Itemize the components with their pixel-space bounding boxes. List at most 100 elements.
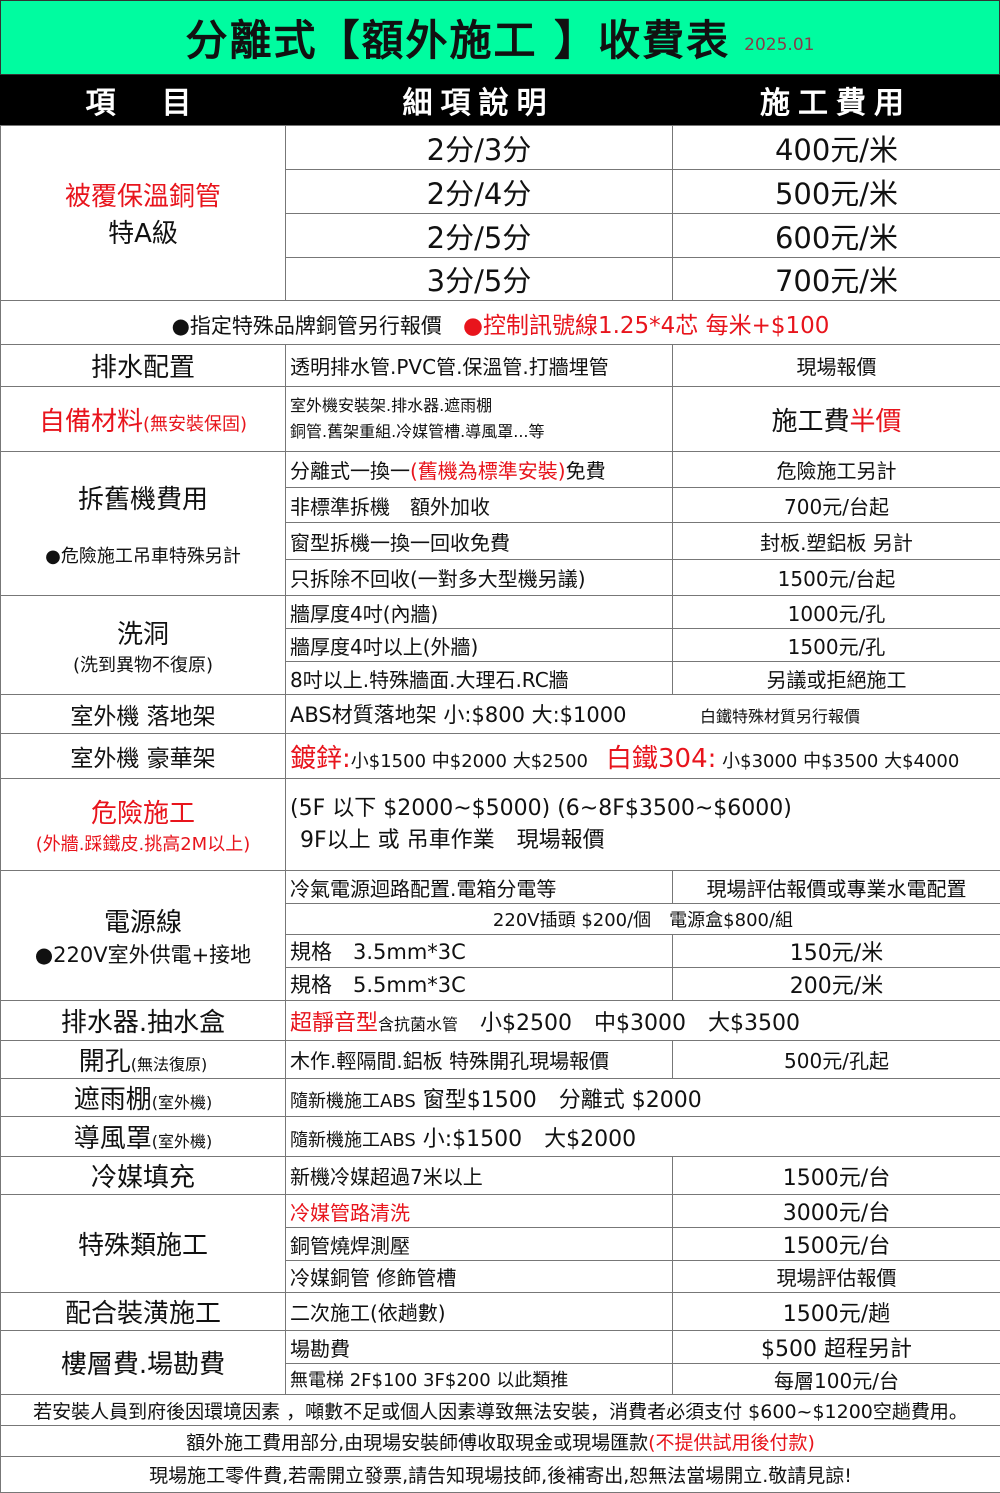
- price: 3000元/台: [673, 1195, 1000, 1228]
- table-row: 遮雨棚(室外機) 隨新機施工ABS 窗型$1500 分離式 $2000: [1, 1079, 1000, 1117]
- note-signal-wire: ●控制訊號線1.25*4芯 每米+$100: [463, 313, 830, 339]
- item-sub: ●220V室外供電+接地: [5, 939, 281, 969]
- detail: 含抗菌水管: [378, 1015, 458, 1034]
- item-name: 遮雨棚: [74, 1085, 152, 1115]
- item-sub: (外牆.踩鐵皮.挑高2M以上): [5, 830, 281, 856]
- detail: 8吋以上.特殊牆面.大理石.RC牆: [286, 662, 673, 695]
- detail: 牆厚度4吋(內牆): [286, 596, 673, 629]
- table-row: 電源線●220V室外供電+接地 冷氣電源迴路配置.電箱分電等現場評估報價或專業水…: [1, 871, 1000, 904]
- item-name: 電源線: [5, 902, 281, 939]
- detail: 2分/3分: [286, 126, 673, 170]
- price: 500元/米: [673, 170, 1000, 214]
- detail: 3分/5分: [286, 258, 673, 301]
- detail: 場勘費: [286, 1331, 673, 1364]
- item-name: 自備材料: [39, 407, 143, 437]
- title-bar: 分離式【額外施工 】收費表 2025.01: [0, 0, 1000, 75]
- price: 另議或拒絕施工: [673, 662, 1000, 695]
- item-name: 配合裝潢施工: [1, 1293, 286, 1331]
- item-sub: (無法復原): [131, 1055, 208, 1074]
- item-name: 室外機 落地架: [1, 695, 286, 734]
- detail: 220V插頭 $200/個 電源盒$800/組: [286, 904, 1000, 935]
- item-name: 室外機 豪華架: [1, 734, 286, 779]
- detail: 無電梯 2F$100 3F$200 以此類推: [286, 1364, 673, 1395]
- item-name: 導風罩: [74, 1124, 152, 1154]
- detail-red: 白鐵304:: [606, 744, 716, 774]
- detail: 窗型拆機一換一回收免費: [286, 523, 673, 560]
- footer-note: 現場施工零件費,若需開立發票,請告知現場技師,後補寄出,恕無法當場開立.敬請見諒…: [1, 1457, 1000, 1493]
- detail: 小$1500 中$2000 大$2500: [351, 751, 588, 772]
- detail: 小$2500 中$3000 大$3500: [458, 1011, 800, 1036]
- item-sub: (洗到異物不復原): [5, 651, 281, 677]
- price: 施工費: [771, 407, 849, 437]
- price: 1500元/台: [673, 1157, 1000, 1195]
- table-row: 自備材料(無安裝保固) 室外機安裝架.排水器.遮雨棚銅管.舊架重組.冷媒管槽.導…: [1, 387, 1000, 452]
- price: 現場評估報價: [673, 1261, 1000, 1293]
- item-name: 排水器.抽水盒: [1, 1001, 286, 1041]
- price: 白鐵特殊材質另行報價: [700, 707, 860, 726]
- detail-line: 9F以上 或 吊車作業 現場報價: [290, 825, 996, 857]
- item-name: 危險施工: [5, 793, 281, 830]
- detail: 牆厚度4吋以上(外牆): [286, 629, 673, 662]
- item-sub: 特A級: [5, 213, 281, 250]
- detail: 木作.輕隔間.鋁板 特殊開孔現場報價: [286, 1041, 673, 1079]
- detail: 冷氣電源迴路配置.電箱分電等: [286, 871, 673, 904]
- detail-red: (舊機為標準安裝): [410, 459, 566, 483]
- item-sub: (無安裝保固): [143, 414, 247, 435]
- price: 封板.塑鋁板 另計: [673, 523, 1000, 560]
- price: 400元/米: [673, 126, 1000, 170]
- footer-row: 額外施工費用部分,由現場安裝師傅收取現金或現場匯款(不提供試用後付款): [1, 1426, 1000, 1457]
- item-name: 洗洞: [5, 614, 281, 651]
- detail: 分離式一換一: [290, 459, 410, 483]
- item-name: 拆舊機費用: [5, 479, 281, 516]
- detail: 隨新機施工ABS: [290, 1130, 416, 1151]
- price: 危險施工另計: [673, 452, 1000, 488]
- header-price: 施工費用: [672, 75, 1000, 125]
- footer-row: 若安裝人員到府後因環境因素 ，噸數不足或個人因素導致無法安裝，消費者必須支付 $…: [1, 1395, 1000, 1426]
- header-detail: 細項說明: [285, 75, 672, 125]
- price: 700元/米: [673, 258, 1000, 301]
- detail: 小$3000 中$3500 大$4000: [716, 751, 959, 772]
- footer-note: 若安裝人員到府後因環境因素 ，噸數不足或個人因素導致無法安裝，消費者必須支付 $…: [1, 1395, 1000, 1426]
- item-sub: (室外機): [152, 1093, 213, 1112]
- price: 1500元/趟: [673, 1293, 1000, 1331]
- price: 1500元/台起: [673, 560, 1000, 596]
- table-row: 樓層費.場勘費 場勘費$500 超程另計: [1, 1331, 1000, 1364]
- table-row: 室外機 豪華架 鍍鋅:小$1500 中$2000 大$2500 白鐵304: 小…: [1, 734, 1000, 779]
- table-row: 配合裝潢施工二次施工(依趟數)1500元/趟: [1, 1293, 1000, 1331]
- detail: 2分/4分: [286, 170, 673, 214]
- detail: 銅管燒焊測壓: [286, 1228, 673, 1261]
- table-header: 項 目 細項說明 施工費用: [0, 75, 1000, 125]
- detail: 免費: [566, 459, 606, 483]
- item-name: 特殊類施工: [1, 1195, 286, 1293]
- price: 每層100元/台: [673, 1364, 1000, 1395]
- detail-line: 銅管.舊架重組.冷媒管槽.導風罩...等: [290, 419, 668, 445]
- table-row: 危險施工(外牆.踩鐵皮.挑高2M以上) (5F 以下 $2000~$5000) …: [1, 779, 1000, 871]
- detail-line: (5F 以下 $2000~$5000) (6~8F$3500~$6000): [290, 793, 996, 825]
- copper-cell: 被覆保溫銅管特A級: [1, 126, 286, 301]
- detail: ABS材質落地架 小:$800 大:$1000: [290, 699, 700, 729]
- price-half: 半價: [850, 407, 902, 437]
- item-name: 樓層費.場勘費: [1, 1331, 286, 1395]
- note-row: ●指定特殊品牌銅管另行報價 ●控制訊號線1.25*4芯 每米+$100: [1, 301, 1000, 345]
- price: 500元/孔起: [673, 1041, 1000, 1079]
- header-item: 項 目: [0, 75, 285, 125]
- price: 1500元/孔: [673, 629, 1000, 662]
- footer-note: 額外施工費用部分,由現場安裝師傅收取現金或現場匯款: [186, 1432, 648, 1454]
- detail-line: 室外機安裝架.排水器.遮雨棚: [290, 393, 668, 419]
- footer-row: 現場施工零件費,若需開立發票,請告知現場技師,後補寄出,恕無法當場開立.敬請見諒…: [1, 1457, 1000, 1493]
- detail: 窗型$1500 分離式 $2000: [416, 1088, 702, 1113]
- table-row: 導風罩(室外機) 隨新機施工ABS 小:$1500 大$2000: [1, 1117, 1000, 1157]
- date-label: 2025.01: [744, 35, 814, 55]
- detail: 規格 3.5mm*3C: [286, 935, 673, 968]
- detail: 冷媒銅管 修飾管槽: [286, 1261, 673, 1293]
- item-name: 排水配置: [1, 345, 286, 387]
- price: 1500元/台: [673, 1228, 1000, 1261]
- detail: 規格 5.5mm*3C: [286, 968, 673, 1001]
- detail-red: 超靜音型: [290, 1011, 378, 1036]
- table-row: 洗洞(洗到異物不復原) 牆厚度4吋(內牆)1000元/孔: [1, 596, 1000, 629]
